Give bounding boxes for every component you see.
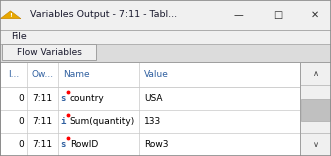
FancyBboxPatch shape [0,0,331,30]
Text: ∨: ∨ [312,140,319,149]
FancyBboxPatch shape [2,44,96,60]
Text: 0: 0 [19,94,24,103]
Text: Name: Name [63,70,89,79]
Text: 0: 0 [19,117,24,126]
Text: Variables Output - 7:11 - Tabl...: Variables Output - 7:11 - Tabl... [30,10,177,20]
Text: I...: I... [8,70,19,79]
Text: Row3: Row3 [144,140,168,149]
Text: File: File [12,32,27,41]
Text: ∧: ∧ [312,69,319,78]
Text: ✕: ✕ [310,10,318,20]
Text: 0: 0 [19,140,24,149]
Text: Flow Variables: Flow Variables [17,48,81,57]
Text: 7:11: 7:11 [32,117,53,126]
Text: s: s [61,94,66,103]
FancyBboxPatch shape [300,62,331,85]
FancyBboxPatch shape [300,62,331,156]
Text: s: s [61,140,66,149]
Text: —: — [233,10,243,20]
Text: i: i [61,117,66,126]
Text: Ow...: Ow... [31,70,54,79]
FancyBboxPatch shape [0,62,300,156]
Text: 133: 133 [144,117,161,126]
Text: 7:11: 7:11 [32,140,53,149]
FancyBboxPatch shape [0,30,331,44]
FancyBboxPatch shape [300,133,331,156]
Text: Value: Value [144,70,169,79]
Text: □: □ [273,10,283,20]
Text: 7:11: 7:11 [32,94,53,103]
Text: RowID: RowID [70,140,98,149]
Text: Sum(quantity): Sum(quantity) [70,117,135,126]
Polygon shape [0,11,21,19]
FancyBboxPatch shape [0,44,331,62]
FancyBboxPatch shape [301,99,330,121]
Text: USA: USA [144,94,163,103]
Text: country: country [70,94,105,103]
Text: !: ! [9,13,12,18]
